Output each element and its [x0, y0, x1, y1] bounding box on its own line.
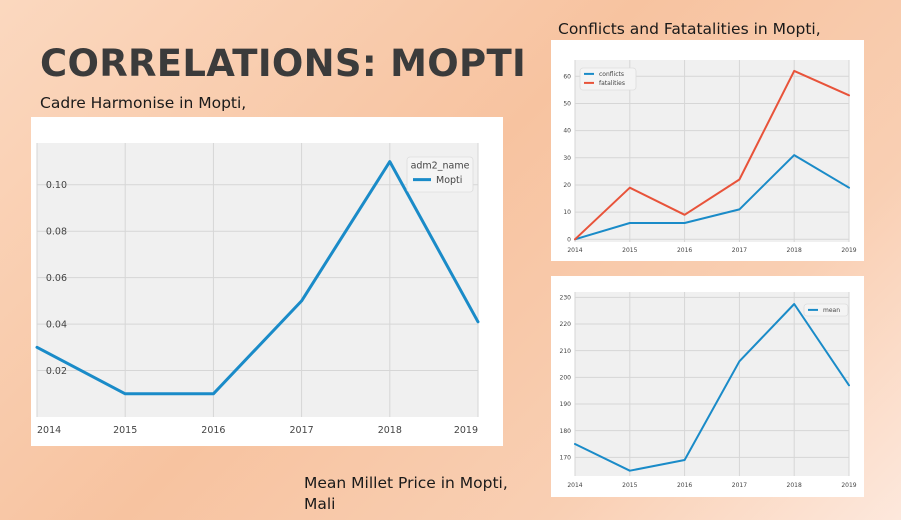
conflicts-x-tick-label: 2018: [787, 247, 802, 254]
millet-y-tick-label: 210: [560, 348, 572, 355]
conflicts-legend-label-fatalities: fatalities: [599, 80, 625, 87]
millet-gridlines: [574, 292, 850, 476]
cadre-x-tick-label: 2018: [378, 425, 402, 436]
cadre-caption: Cadre Harmonise in Mopti,: [40, 94, 247, 112]
cadre-x-tick-label: 2016: [201, 425, 225, 436]
millet-x-tick-label: 2014: [567, 482, 582, 489]
cadre-legend-label-Mopti: Mopti: [436, 175, 462, 186]
conflicts-x-tick-label: 2019: [841, 247, 856, 254]
cadre-chart-panel: 2014 2015 2016 2017 2018 2019 0.02 0.04 0.06 0.08…: [31, 117, 503, 446]
conflicts-y-tick-label: 60: [563, 73, 571, 80]
millet-caption: Mean Millet Price in Mopti, Mali: [304, 473, 508, 515]
cadre-series-Mopti: [35, 160, 480, 396]
cadre-y-tick-label: 0.02: [46, 366, 67, 377]
conflicts-y-tick-label: 40: [563, 128, 571, 135]
millet-chart-panel: 2014 2015 2016 2017 2018 2019 170 180 190 200 210 2…: [551, 276, 864, 497]
millet-legend-box: [803, 303, 849, 317]
millet-y-tick-label: 220: [560, 321, 572, 328]
conflicts-y-tick-label: 30: [563, 155, 571, 162]
millet-x-tick-label: 2017: [732, 482, 747, 489]
millet-x-tick-label: 2016: [677, 482, 692, 489]
conflicts-chart-panel: 2014 2015 2016 2017 2018 2019 0 10 20 30 40 50 60 con…: [551, 40, 864, 261]
cadre-y-tick-label: 0.10: [46, 180, 67, 191]
millet-caption-line2: Mali: [304, 495, 336, 513]
millet-plot-area: [575, 292, 849, 476]
conflicts-y-tick-label: 20: [563, 182, 571, 189]
conflicts-y-tick-label: 50: [563, 101, 571, 108]
conflicts-x-tick-label: 2014: [567, 247, 582, 254]
millet-y-tick-label: 230: [560, 294, 572, 301]
millet-x-tick-label: 2015: [622, 482, 637, 489]
conflicts-legend: conflicts fatalities: [579, 67, 637, 91]
millet-caption-line1: Mean Millet Price in Mopti,: [304, 474, 508, 492]
cadre-x-tick-label: 2017: [290, 425, 314, 436]
millet-series-mean: [574, 303, 850, 472]
conflicts-legend-label-conflicts: conflicts: [599, 71, 624, 78]
millet-legend-label-mean: mean: [823, 307, 840, 314]
cadre-chart: 2014 2015 2016 2017 2018 2019 0.02 0.04 0.06 0.08…: [35, 143, 480, 436]
millet-y-tick-label: 200: [560, 374, 572, 381]
conflicts-gridlines: [574, 60, 850, 242]
cadre-y-tick-label: 0.04: [46, 319, 67, 330]
conflicts-series-fatalities: [574, 69, 850, 241]
conflicts-x-tick-label: 2017: [732, 247, 747, 254]
cadre-x-tick-label: 2019: [454, 425, 478, 436]
millet-chart: 2014 2015 2016 2017 2018 2019 170 180 190 200 210 2…: [560, 292, 857, 489]
conflicts-x-tick-label: 2015: [622, 247, 637, 254]
cadre-y-tick-label: 0.06: [46, 273, 67, 284]
cadre-y-tick-label: 0.08: [46, 227, 67, 238]
millet-legend: mean: [803, 303, 849, 317]
millet-y-tick-label: 170: [560, 454, 572, 461]
cadre-legend-box: [406, 156, 474, 193]
cadre-x-tick-label: 2014: [37, 425, 61, 436]
conflicts-caption: Conflicts and Fatatalities in Mopti,: [558, 20, 821, 38]
conflicts-y-tick-label: 10: [563, 209, 571, 216]
millet-y-tick-label: 190: [560, 401, 572, 408]
conflicts-chart: 2014 2015 2016 2017 2018 2019 0 10 20 30 40 50 60 con…: [563, 60, 857, 254]
conflicts-y-tick-label: 0: [567, 236, 571, 243]
millet-y-tick-label: 180: [560, 428, 572, 435]
cadre-legend: adm2_name Mopti: [406, 156, 474, 193]
slide-title: CORRELATIONS: MOPTI: [40, 42, 527, 85]
cadre-gridlines: [36, 143, 479, 417]
cadre-x-tick-label: 2015: [113, 425, 137, 436]
cadre-legend-title: adm2_name: [411, 161, 470, 172]
conflicts-series-conflicts: [574, 154, 850, 241]
conflicts-x-tick-label: 2016: [677, 247, 692, 254]
millet-x-tick-label: 2019: [841, 482, 856, 489]
millet-x-tick-label: 2018: [787, 482, 802, 489]
